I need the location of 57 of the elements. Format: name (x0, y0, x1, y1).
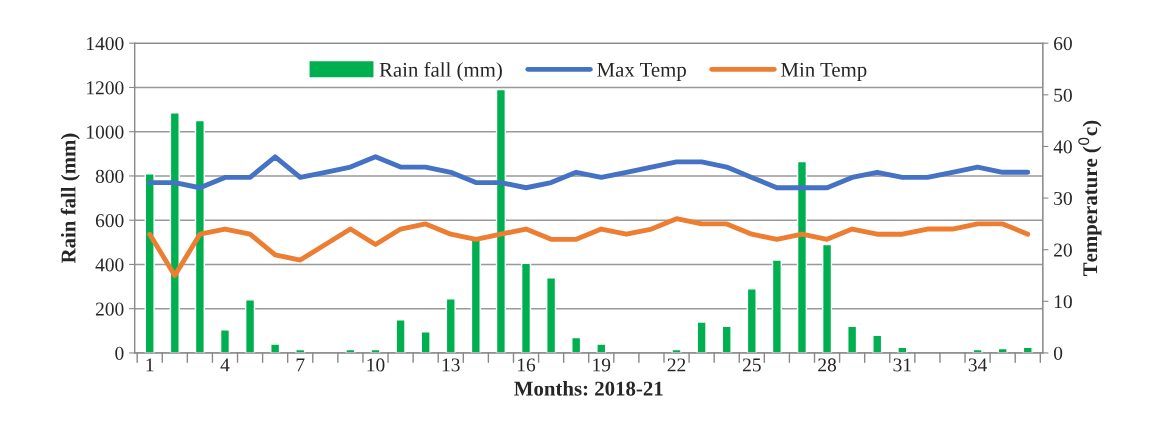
bar (872, 334, 883, 353)
y2-tick-label: 30 (1054, 191, 1072, 206)
x-tick-label: 34 (968, 358, 987, 372)
y2-tick-label: 0 (1053, 346, 1063, 360)
y-tick-label: 0 (115, 346, 124, 360)
bar (445, 298, 456, 353)
x-tick-label: 25 (742, 358, 761, 372)
y2-tick-label: 10 (1054, 295, 1072, 309)
y-tick-label: 1200 (87, 81, 124, 95)
y-tick-label: 1000 (87, 125, 124, 139)
bar (596, 343, 607, 353)
x-tick-label: 16 (518, 358, 536, 372)
legend-label: Min Temp (781, 62, 867, 82)
y2-tick-label: 20 (1054, 243, 1072, 257)
bar (144, 173, 155, 353)
line-series (147, 154, 1031, 191)
y-tick-label: 600 (95, 214, 124, 228)
x-tick-label: 19 (593, 358, 611, 372)
y2-tick-label: 50 (1054, 88, 1072, 102)
line-series (147, 216, 1031, 278)
y2-tick-label: 40 (1053, 140, 1072, 154)
x-tick-label: 4 (220, 358, 230, 372)
y-tick-label: 1400 (87, 37, 124, 51)
bar (571, 336, 582, 353)
bar (821, 243, 833, 353)
legend-label: Max Temp (597, 62, 686, 82)
bar (244, 299, 256, 353)
x-tick-label: 13 (442, 358, 460, 372)
bar (847, 325, 858, 353)
bar (520, 262, 532, 353)
bar (696, 321, 707, 353)
bar (546, 277, 557, 353)
y2-tick-label: 60 (1054, 37, 1072, 51)
bar (420, 331, 431, 353)
y-tick-label: 400 (95, 258, 124, 272)
bar (395, 319, 406, 353)
y-axis-title: Rain fall (mm) (60, 133, 80, 264)
bar (771, 259, 782, 353)
x-tick-label: 1 (146, 358, 154, 372)
bar (796, 160, 808, 353)
x-axis-title: Months: 2018-21 (514, 380, 663, 396)
y2-axis-title: Temperature ($^{0}$c) (1078, 120, 1102, 276)
bar (194, 119, 205, 353)
bar (746, 288, 757, 353)
y-tick-label: 800 (95, 169, 124, 183)
bar (495, 88, 507, 353)
x-tick-label: 28 (818, 358, 837, 372)
bar (169, 112, 180, 353)
bar (270, 343, 281, 353)
x-tick-label: 10 (367, 358, 385, 372)
x-tick-label: 7 (296, 358, 305, 372)
x-tick-label: 31 (893, 358, 911, 372)
y-tick-label: 200 (95, 302, 124, 316)
bar (721, 325, 732, 353)
bar (219, 329, 231, 353)
legend-label: Rain fall (mm) (379, 61, 502, 82)
x-tick-label: 22 (667, 358, 686, 372)
